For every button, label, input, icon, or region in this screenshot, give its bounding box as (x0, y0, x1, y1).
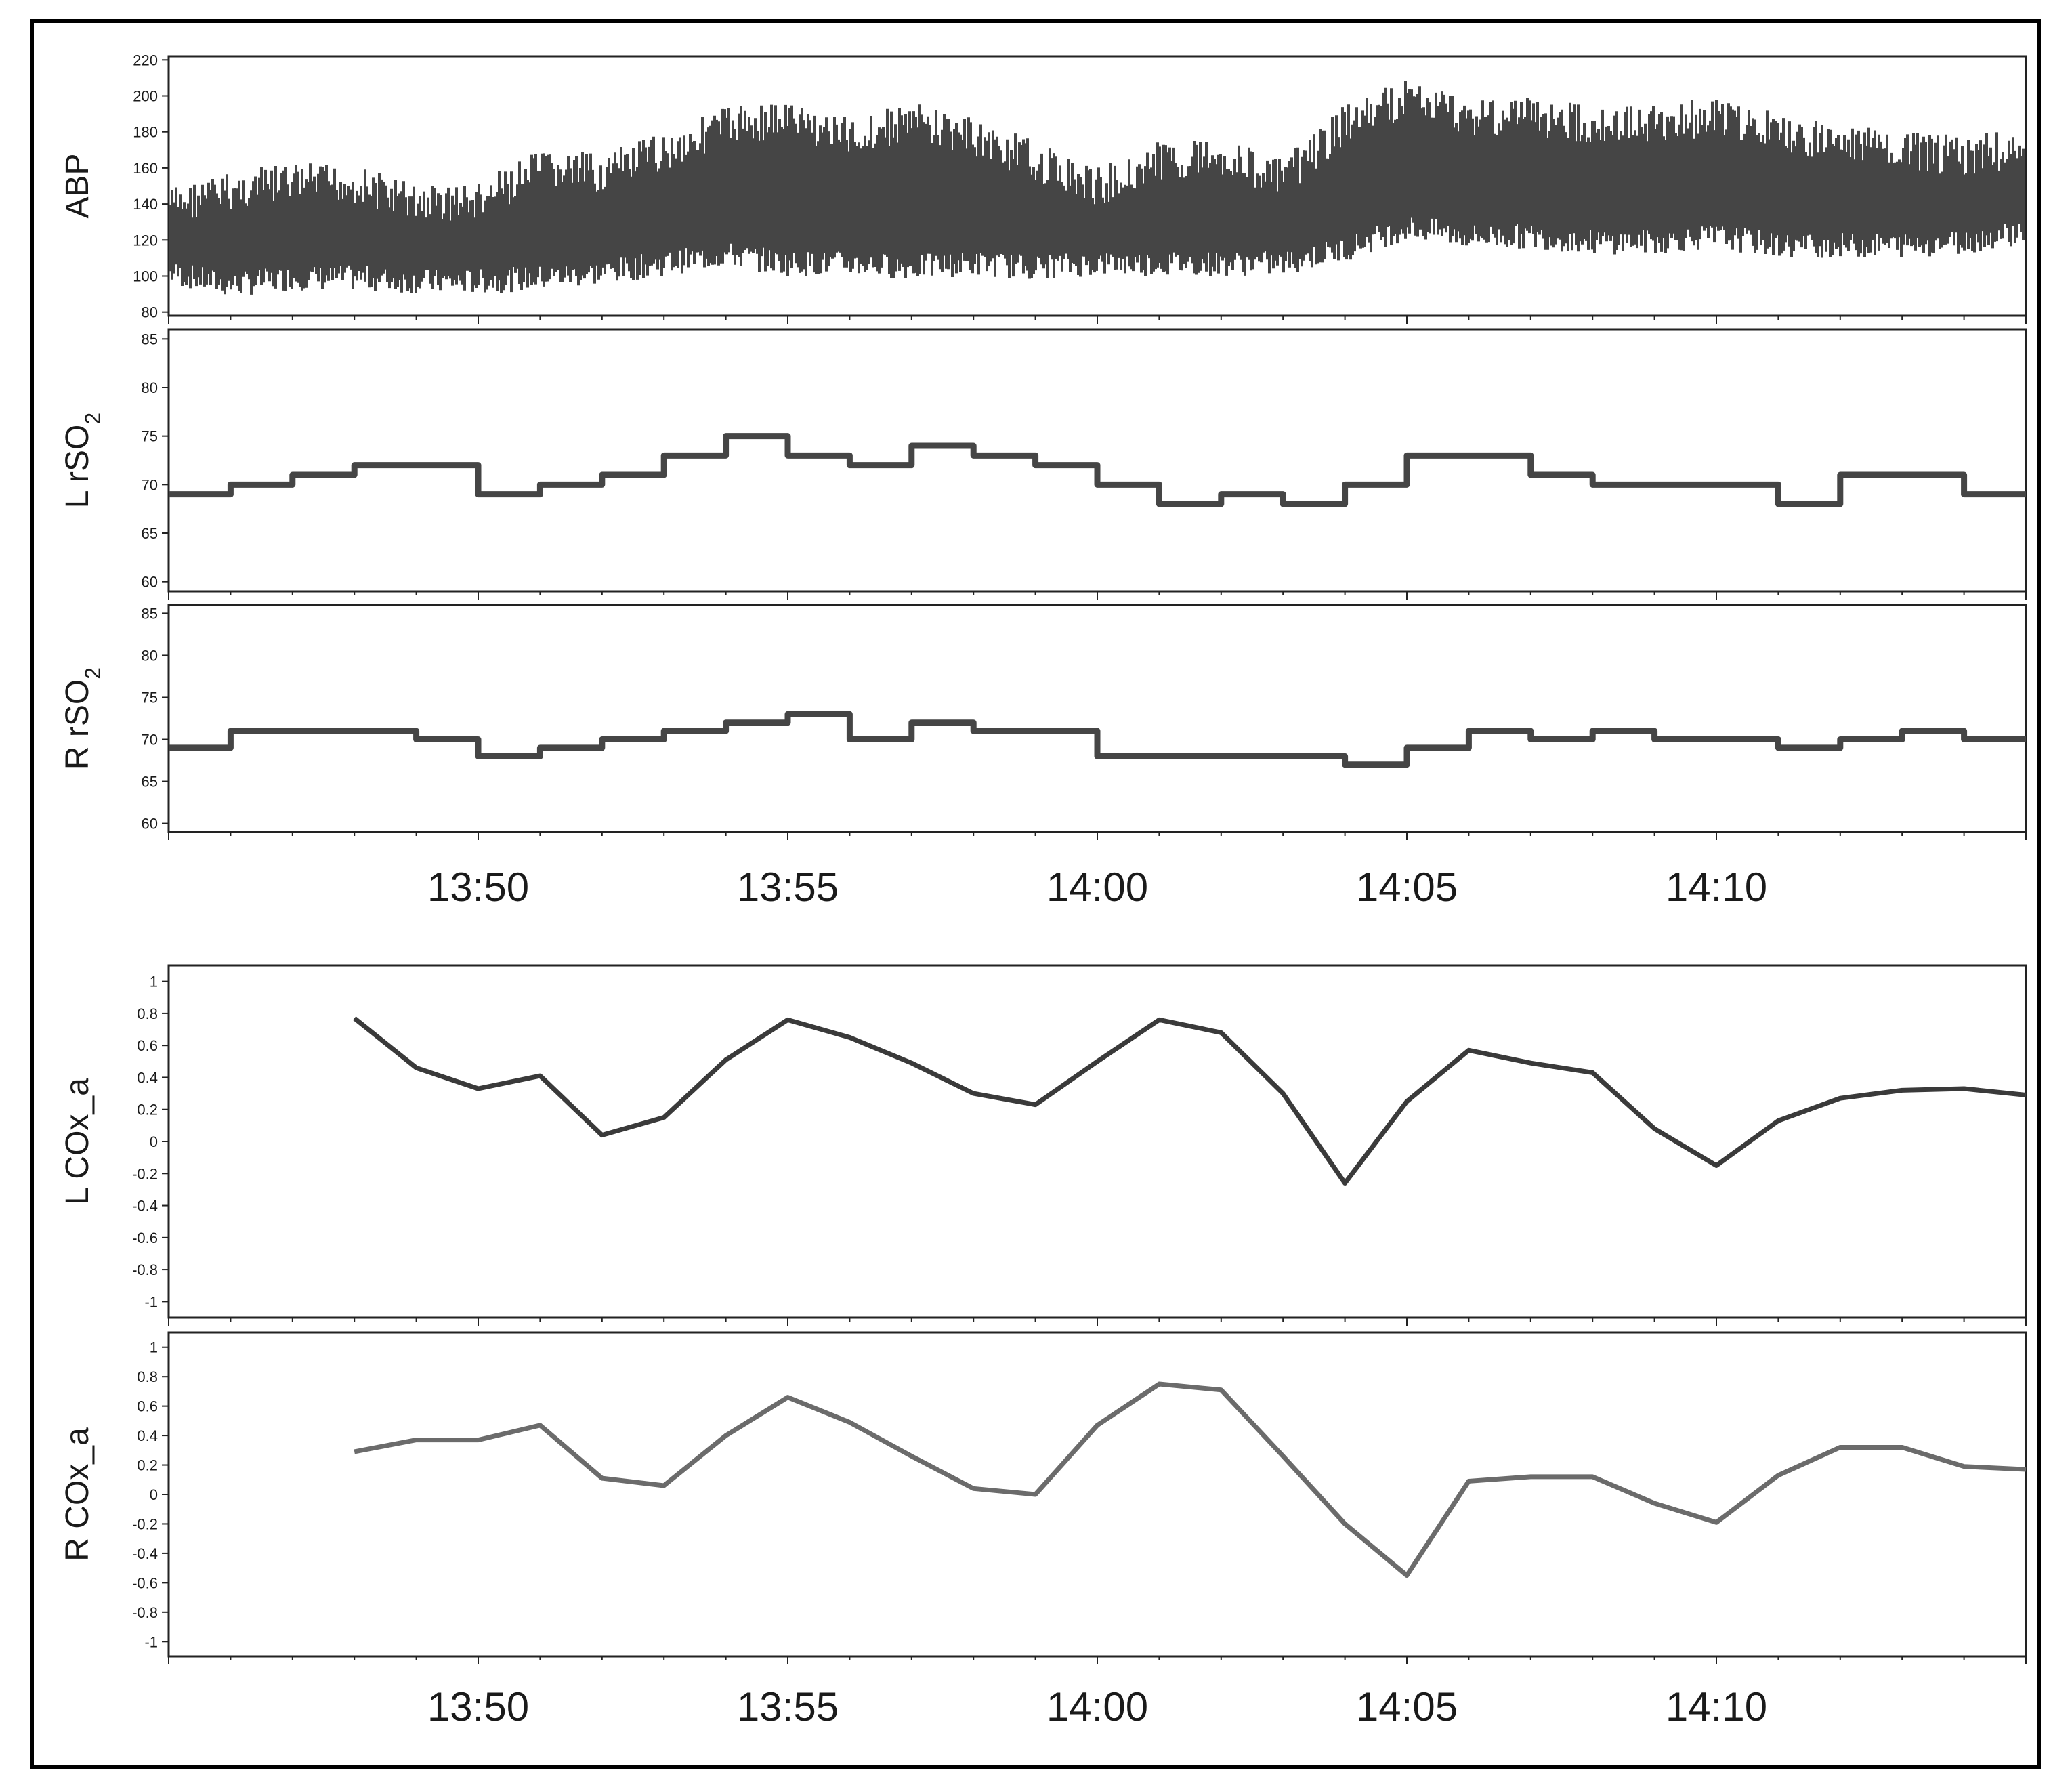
y-tick-label: -1 (144, 1293, 158, 1310)
y-tick-label: -1 (144, 1633, 158, 1650)
abp-waveform (169, 81, 2025, 295)
y-tick-label: 65 (142, 774, 158, 791)
panel-3: 60 65 70 75 80 85 R rSO2 13:50 13:55 14:00 14:05 14… (60, 604, 2027, 910)
figure-frame (30, 19, 2041, 1769)
y-tick-label: 0.8 (137, 1368, 158, 1385)
y-tick-label: 80 (142, 304, 158, 321)
y-tick-label: 80 (142, 647, 158, 664)
y-tick-label: 85 (142, 331, 158, 348)
y-tick-label: 60 (142, 816, 158, 833)
x-tick-label: 14:10 (1666, 1684, 1767, 1729)
series-line (354, 1381, 2027, 1578)
y-tick-label: -0.4 (132, 1545, 158, 1562)
plot-area (167, 964, 2027, 1319)
plot-area (167, 328, 2027, 593)
y-tick-label: 75 (142, 428, 158, 445)
y-tick-label: 0.6 (137, 1037, 158, 1054)
y-tick-label: 160 (133, 160, 158, 177)
y-tick-label: 0.4 (137, 1069, 158, 1086)
x-tick-label: 14:10 (1666, 864, 1767, 910)
y-tick-label: 65 (142, 525, 158, 542)
y-axis-label: R COx_a (60, 1427, 96, 1561)
y-tick-label: 200 (133, 88, 158, 105)
x-tick-label: 14:05 (1356, 864, 1458, 910)
y-tick-label: 75 (142, 689, 158, 706)
y-tick-label: -0.2 (132, 1165, 158, 1182)
panel-1: 80 100 120 140 160 180 200 220 ABP (60, 51, 2027, 324)
y-tick-label: 0.2 (137, 1457, 158, 1474)
x-tick-label: 14:05 (1356, 1684, 1458, 1729)
plot-area (167, 604, 2027, 833)
y-tick-label: -0.4 (132, 1198, 158, 1215)
y-tick-label: 0 (150, 1133, 158, 1150)
panel-5: 1 0.8 0.6 0.4 0.2 0 -0.2 -0.4 -0.6 -0.8 -1 R COx_a 1… (60, 1331, 2027, 1729)
subscript: 2 (81, 667, 105, 679)
y-tick-label: 140 (133, 196, 158, 213)
y-tick-label: 60 (142, 574, 158, 591)
y-tick-label: 120 (133, 232, 158, 249)
x-tick-label: 13:50 (427, 864, 529, 910)
y-tick-label: 1 (150, 973, 158, 990)
y-axis-label: R rSO2 (60, 667, 105, 770)
subscript: 2 (81, 413, 105, 425)
panel-4: 1 0.8 0.6 0.4 0.2 0 -0.2 -0.4 -0.6 -0.8 -1 L COx_a (60, 964, 2027, 1326)
x-tick-label: 14:00 (1046, 1684, 1148, 1729)
y-tick-label: -0.6 (132, 1230, 158, 1246)
y-axis-label: L COx_a (60, 1078, 96, 1205)
y-tick-label: 0 (150, 1486, 158, 1503)
y-tick-label: 0.6 (137, 1398, 158, 1415)
y-tick-label: -0.2 (132, 1515, 158, 1532)
y-tick-label: 0.4 (137, 1427, 158, 1444)
y-tick-label: -0.8 (132, 1261, 158, 1278)
panel-2: 60 65 70 75 80 85 L rSO2 (60, 328, 2027, 600)
y-tick-label: 100 (133, 268, 158, 285)
series-line (169, 433, 2026, 507)
plot-area (167, 1331, 2027, 1658)
y-axis-label: ABP (60, 153, 96, 218)
y-tick-label: 80 (142, 379, 158, 396)
y-tick-label: 70 (142, 476, 158, 493)
y-tick-label: -0.8 (132, 1604, 158, 1621)
x-tick-label: 14:00 (1046, 864, 1148, 910)
x-tick-label: 13:50 (427, 1684, 529, 1729)
x-tick-label: 13:55 (737, 1684, 839, 1729)
y-tick-label: -0.6 (132, 1574, 158, 1591)
y-tick-label: 0.8 (137, 1005, 158, 1022)
y-tick-label: 220 (133, 51, 158, 68)
series-line (353, 1016, 2027, 1186)
x-tick-label: 13:55 (737, 864, 839, 910)
series-line (169, 711, 2026, 768)
y-tick-label: 85 (142, 605, 158, 622)
y-tick-label: 0.2 (137, 1102, 158, 1118)
y-axis-label: L rSO2 (60, 413, 105, 508)
y-tick-label: 70 (142, 732, 158, 749)
y-tick-label: 1 (150, 1339, 158, 1356)
y-tick-label: 180 (133, 124, 158, 141)
